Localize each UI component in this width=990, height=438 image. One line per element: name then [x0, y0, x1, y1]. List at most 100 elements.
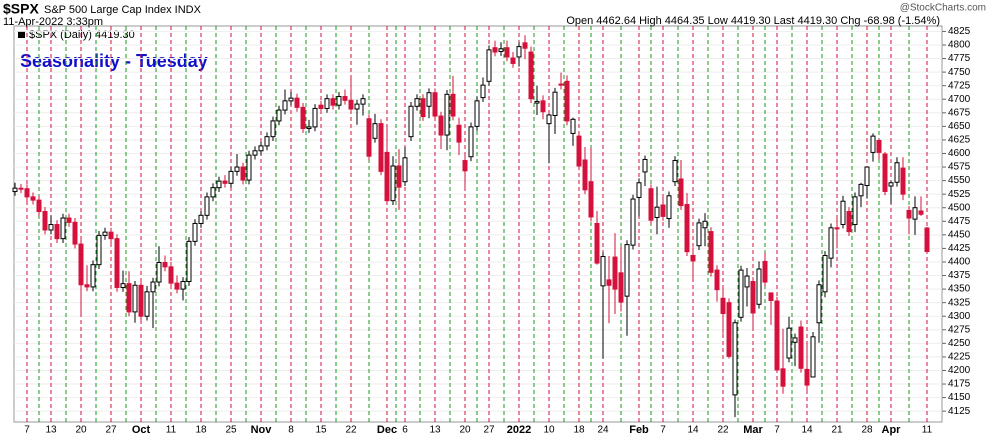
x-tick-label: 18 — [195, 425, 207, 436]
candle-body — [108, 231, 114, 240]
candle-body — [276, 109, 282, 122]
y-tick-label: 4300 — [948, 311, 971, 322]
candle-body — [456, 124, 462, 143]
x-tick-label: 13 — [429, 425, 441, 436]
candle-body — [888, 182, 894, 187]
candle-body — [342, 96, 348, 101]
x-tick-label: Nov — [251, 424, 273, 436]
candle-body — [156, 262, 162, 283]
x-tick-label: 7 — [774, 425, 780, 436]
y-tick-label: 4400 — [948, 257, 971, 268]
x-tick-label: Dec — [377, 424, 397, 436]
candle-body — [492, 47, 498, 53]
chart-subtitle: S&P 500 Large Cap Index INDX — [44, 4, 202, 16]
candle-body — [336, 96, 342, 106]
candle-body — [528, 51, 534, 100]
candle-body — [174, 282, 180, 290]
candle-body — [522, 42, 528, 49]
candle-body — [636, 182, 642, 198]
y-tick-label: 4650 — [948, 121, 971, 132]
candle-body — [366, 118, 372, 157]
candle-body — [738, 269, 744, 318]
y-tick-label: 4125 — [948, 406, 971, 417]
candle-body — [462, 160, 468, 172]
candle-body — [870, 135, 876, 153]
candle-body — [432, 92, 438, 117]
candle-body — [330, 98, 336, 106]
candle-body — [648, 188, 654, 221]
candle-body — [828, 227, 834, 259]
candle-body — [924, 227, 930, 253]
candle-body — [240, 166, 246, 181]
candle-body — [126, 283, 132, 313]
candle-body — [30, 196, 36, 201]
candle-body — [54, 224, 60, 240]
candle-body — [102, 231, 108, 236]
y-tick-label: 4425 — [948, 243, 971, 254]
y-tick-label: 4500 — [948, 202, 971, 213]
x-tick-label: 6 — [402, 425, 408, 436]
chart-title: $SPX — [3, 1, 39, 17]
y-tick-label: 4200 — [948, 365, 971, 376]
x-tick-label: 11 — [166, 425, 177, 436]
candle-body — [840, 200, 846, 226]
y-tick-label: 4700 — [948, 94, 971, 105]
candle-body — [774, 300, 780, 371]
candle-body — [246, 154, 252, 181]
candle-body — [24, 188, 30, 198]
candle-body — [396, 165, 402, 188]
x-tick-label: 22 — [345, 425, 357, 436]
candle-body — [270, 120, 276, 138]
candle-body — [228, 170, 234, 184]
candle-body — [162, 262, 168, 268]
candle-body — [684, 203, 690, 253]
candle-body — [630, 198, 636, 246]
candle-body — [378, 123, 384, 172]
credit: @StockCharts.com — [900, 3, 986, 14]
candle-body — [150, 281, 156, 293]
candle-body — [18, 187, 24, 190]
candle-body — [42, 211, 48, 231]
candle-body — [354, 103, 360, 110]
x-tick-label: 14 — [801, 425, 813, 436]
x-tick-label: 22 — [717, 425, 729, 436]
candle-body — [282, 100, 288, 111]
y-tick-label: 4750 — [948, 67, 971, 78]
x-tick-label: 21 — [831, 425, 843, 436]
candle-body — [696, 222, 702, 247]
y-tick-label: 4275 — [948, 324, 971, 335]
candle-body — [906, 209, 912, 219]
quote: Open 4462.64 High 4464.35 Low 4419.30 La… — [566, 15, 940, 27]
x-tick-label: 7 — [24, 425, 30, 436]
candle-body — [900, 167, 906, 195]
candle-body — [294, 97, 300, 108]
candle-body — [654, 206, 660, 218]
candle-body — [570, 118, 576, 134]
candle-body — [690, 254, 696, 262]
y-tick-label: 4600 — [948, 148, 971, 159]
y-tick-label: 4150 — [948, 392, 971, 403]
candle-body — [732, 322, 738, 396]
x-tick-label: 20 — [75, 425, 87, 436]
candle-body — [132, 284, 138, 313]
candle-body — [810, 336, 816, 378]
y-tick-label: 4350 — [948, 284, 971, 295]
candle-body — [798, 326, 804, 369]
candle-body — [780, 368, 786, 387]
chart-date: 11-Apr-2022 3:33pm — [3, 16, 103, 28]
candle-body — [576, 135, 582, 167]
candle-body — [558, 83, 564, 86]
candle-body — [606, 279, 612, 286]
candle-body — [882, 153, 888, 192]
y-tick-label: 4450 — [948, 229, 971, 240]
candle-body — [510, 57, 516, 64]
candle-body — [84, 284, 90, 288]
candle-body — [414, 98, 420, 107]
candle-body — [540, 100, 546, 113]
candle-body — [210, 187, 216, 198]
x-tick-label: 18 — [573, 425, 585, 436]
x-tick-label: Feb — [629, 424, 649, 436]
candle-body — [408, 105, 414, 138]
